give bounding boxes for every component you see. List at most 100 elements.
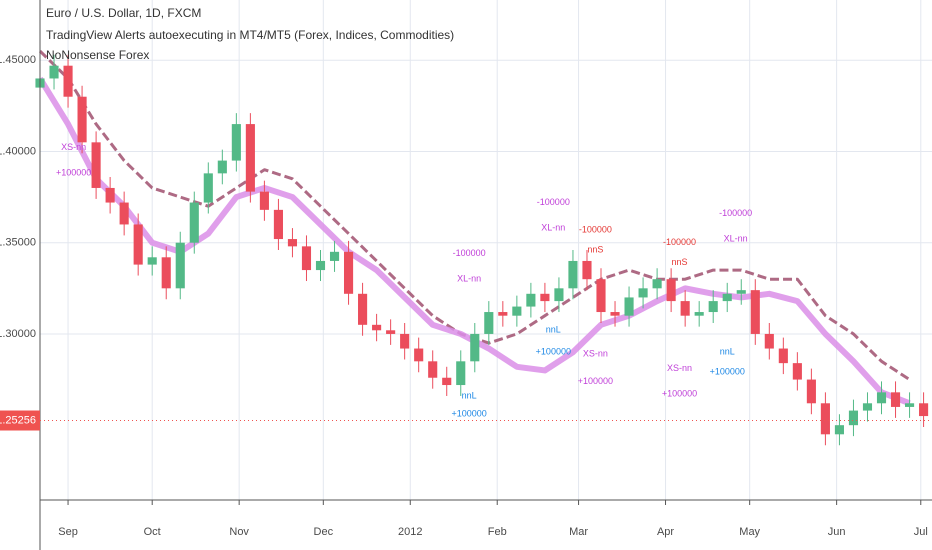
y-tick-label: 1.40000 <box>0 145 36 157</box>
signal-label: -100000 <box>579 224 612 234</box>
signal-label: nnL <box>462 390 477 400</box>
candle-body <box>848 410 859 426</box>
x-tick-label: 2012 <box>398 526 422 538</box>
candle-body <box>315 260 326 271</box>
signal-label: -100000 <box>719 208 752 218</box>
candle-body <box>231 124 241 161</box>
signal-label: +100000 <box>578 376 613 386</box>
candle-body <box>175 242 185 289</box>
x-tick-label: Apr <box>657 526 674 538</box>
candle-body <box>189 202 199 243</box>
candle-body <box>526 293 536 307</box>
x-tick-label: Mar <box>569 526 588 538</box>
candle-body <box>245 124 255 192</box>
x-tick-label: Jul <box>914 526 928 538</box>
signal-label: nnS <box>587 244 603 254</box>
candle-body <box>358 293 368 325</box>
candle-body <box>63 65 73 97</box>
signal-label: +100000 <box>452 409 487 419</box>
chart-subtitle: TradingView Alerts autoexecuting in MT4/… <box>46 28 454 42</box>
candle-body <box>806 379 816 404</box>
candle-body <box>624 297 634 316</box>
candle-body <box>764 333 774 349</box>
candle-body <box>259 191 269 210</box>
candle-body <box>820 403 830 435</box>
signal-label: +100000 <box>710 367 745 377</box>
candle-body <box>372 324 382 331</box>
signal-label: nnL <box>546 325 561 335</box>
candle-body <box>147 257 157 265</box>
candle-body <box>133 224 143 265</box>
signal-label: XL-nn <box>724 233 748 243</box>
candle-body <box>919 403 929 417</box>
signal-label: nnS <box>672 257 688 267</box>
candle-body <box>386 330 396 334</box>
x-tick-label: Jun <box>828 526 846 538</box>
candle-body <box>273 209 283 240</box>
signal-label: nnL <box>720 347 735 357</box>
candle-body <box>694 312 704 316</box>
candle-body <box>428 361 438 378</box>
candle-body <box>217 160 227 174</box>
candle-body <box>119 202 129 225</box>
candle-body <box>540 293 550 302</box>
candle-body <box>610 312 620 316</box>
x-tick-label: Oct <box>144 526 161 538</box>
signal-label: XL-nn <box>541 222 565 232</box>
x-tick-label: Nov <box>229 526 249 538</box>
candle-body <box>722 293 732 302</box>
signal-label: +100000 <box>662 389 697 399</box>
candle-body <box>596 279 606 313</box>
x-tick-label: Dec <box>314 526 334 538</box>
x-tick-label: May <box>739 526 760 538</box>
candle-body <box>778 348 788 364</box>
candle-body <box>862 403 873 411</box>
candle-body <box>343 251 354 294</box>
x-tick-label: Sep <box>58 526 78 538</box>
y-tick-label: 1.30000 <box>0 328 36 340</box>
signal-label: XS-nn <box>61 142 86 152</box>
candle-body <box>890 392 901 407</box>
candle-body <box>638 288 648 298</box>
candle-body <box>498 312 508 316</box>
signal-label: -100000 <box>537 197 570 207</box>
x-tick-label: Feb <box>488 526 507 538</box>
candle-body <box>105 187 115 203</box>
chart-title: Euro / U.S. Dollar, 1D, FXCM <box>46 6 201 20</box>
signal-label: XL-nn <box>457 274 481 284</box>
candle-body <box>792 363 802 380</box>
candle-body <box>161 257 171 289</box>
candle-body <box>470 333 480 362</box>
candle-body <box>905 403 915 407</box>
candle-body <box>456 361 466 386</box>
candle-body <box>680 301 690 316</box>
candle-body <box>414 348 424 362</box>
candle-body <box>554 288 564 302</box>
candle-body <box>329 251 340 261</box>
y-tick-label: 1.35000 <box>0 237 36 249</box>
indicator-name: NoNonsense Forex <box>46 48 149 62</box>
signal-label: -100000 <box>663 237 696 247</box>
signal-label: XS-nn <box>667 363 692 373</box>
y-tick-label: 1.45000 <box>0 54 36 66</box>
signal-label: +100000 <box>536 347 571 357</box>
candle-body <box>582 260 592 280</box>
candle-body <box>512 306 522 316</box>
last-price-box <box>0 410 40 431</box>
candle-body <box>484 312 494 334</box>
candle-body <box>750 290 760 334</box>
candle-body <box>736 290 746 294</box>
candle-body <box>301 246 312 271</box>
candle-body <box>91 142 101 188</box>
candle-body <box>287 239 298 247</box>
plot-area <box>40 0 932 500</box>
candle-body <box>203 173 213 203</box>
candle-body <box>708 301 718 313</box>
candle-body <box>834 425 844 435</box>
candle-body <box>400 333 410 349</box>
last-price-label: 1.25256 <box>0 414 36 426</box>
candle-body <box>568 260 578 289</box>
signal-label: XS-nn <box>583 348 608 358</box>
